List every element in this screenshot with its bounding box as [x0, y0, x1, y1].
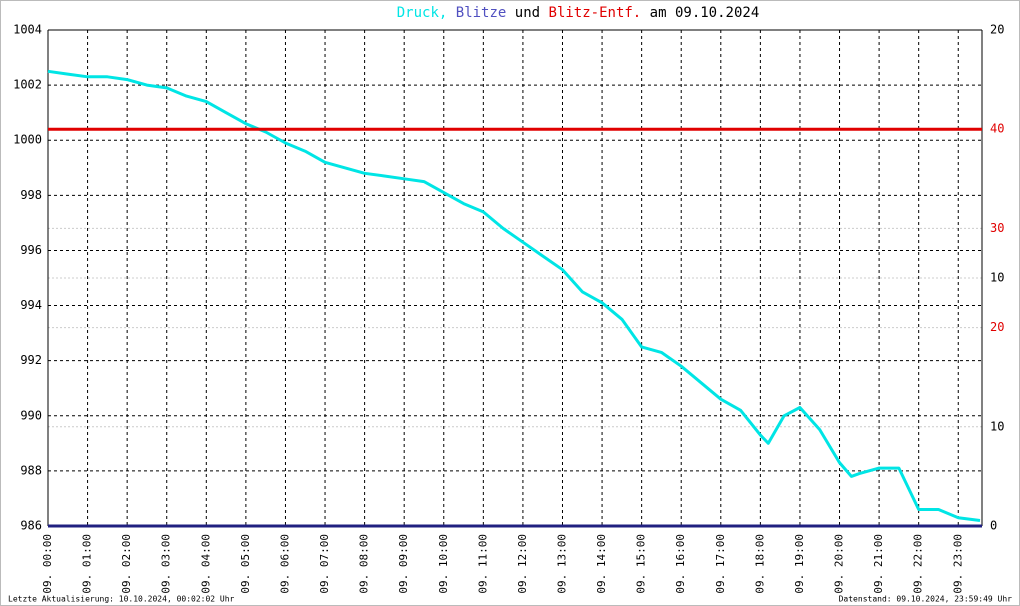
title-part: und: [515, 5, 540, 21]
x-tick-label: 09. 06:00: [278, 534, 291, 594]
y-tick-label: 992: [20, 353, 42, 367]
y-tick-label: 1002: [13, 78, 42, 92]
y2-tick-label: 10: [990, 271, 1004, 285]
x-tick-label: 09. 20:00: [833, 534, 846, 594]
x-tick-label: 09. 15:00: [635, 534, 648, 594]
y2-tick-label: 20: [990, 320, 1004, 334]
footer-right: Datenstand: 09.10.2024, 23:59:49 Uhr: [839, 595, 1013, 604]
y-tick-label: 996: [20, 243, 42, 257]
x-tick-label: 09. 08:00: [358, 534, 371, 594]
y2-tick-label: 20: [990, 23, 1004, 37]
y-tick-label: 1000: [13, 133, 42, 147]
x-tick-label: 09. 09:00: [397, 534, 410, 594]
y-tick-label: 990: [20, 408, 42, 422]
x-tick-label: 09. 23:00: [951, 534, 964, 594]
x-tick-label: 09. 04:00: [199, 534, 212, 594]
y-tick-label: 1004: [13, 23, 42, 37]
y-tick-label: 994: [20, 298, 42, 312]
chart-title: Druck, Blitze und Blitz-Entf. am 09.10.2…: [397, 5, 760, 21]
x-tick-label: 09. 05:00: [239, 534, 252, 594]
y-tick-label: 986: [20, 519, 42, 533]
x-tick-label: 09. 14:00: [595, 534, 608, 594]
x-tick-label: 09. 11:00: [476, 534, 489, 594]
x-tick-label: 09. 03:00: [160, 534, 173, 594]
x-tick-label: 09. 21:00: [872, 534, 885, 594]
y2-tick-label: 30: [990, 221, 1004, 235]
x-tick-label: 09. 01:00: [81, 534, 94, 594]
title-part: Druck,: [397, 5, 448, 21]
x-tick-label: 09. 19:00: [793, 534, 806, 594]
x-tick-label: 09. 12:00: [516, 534, 529, 594]
x-tick-label: 09. 13:00: [555, 534, 568, 594]
x-tick-label: 09. 07:00: [318, 534, 331, 594]
footer-left: Letzte Aktualisierung: 10.10.2024, 00:02…: [8, 595, 235, 604]
series-line: [47, 69, 981, 522]
title-part: Blitz-Entf.: [549, 5, 642, 21]
y2-tick-label: 40: [990, 122, 1004, 136]
title-part: Blitze: [456, 5, 507, 21]
x-tick-label: 09. 18:00: [753, 534, 766, 594]
x-tick-label: 09. 10:00: [437, 534, 450, 594]
title-part: am 09.10.2024: [650, 5, 760, 21]
y2-tick-label: 10: [990, 419, 1004, 433]
y-tick-label: 998: [20, 188, 42, 202]
x-tick-label: 09. 22:00: [912, 534, 925, 594]
y2-tick-label: 0: [990, 519, 997, 533]
x-tick-label: 09. 17:00: [714, 534, 727, 594]
x-tick-label: 09. 02:00: [120, 534, 133, 594]
x-tick-label: 09. 16:00: [674, 534, 687, 594]
x-tick-label: 09. 00:00: [41, 534, 54, 594]
y-tick-label: 988: [20, 463, 42, 477]
